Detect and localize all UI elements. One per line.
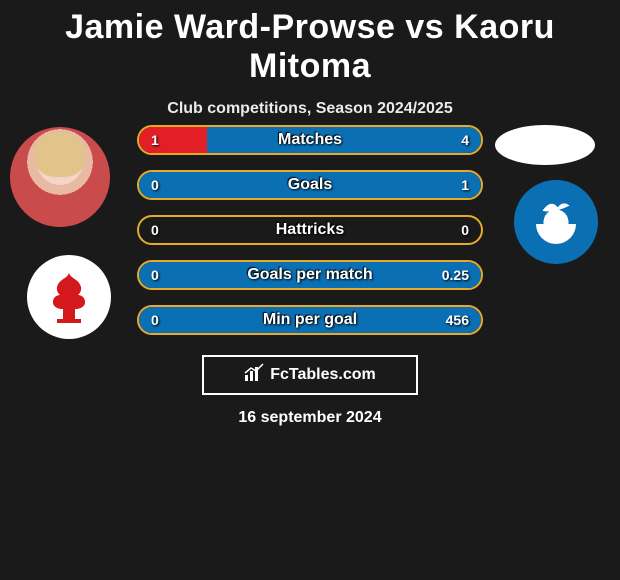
- comparison-card: Jamie Ward-Prowse vs Kaoru Mitoma Club c…: [0, 0, 620, 580]
- stat-value-right: 1: [461, 177, 469, 193]
- stat-row: 1 Matches 4: [137, 125, 483, 155]
- brand-badge[interactable]: FcTables.com: [202, 355, 418, 395]
- stat-value-right: 0.25: [442, 267, 469, 283]
- stat-row: 0 Hattricks 0: [137, 215, 483, 245]
- player-right-avatar: [495, 125, 595, 165]
- stat-label: Min per goal: [263, 311, 357, 329]
- stat-value-left: 0: [151, 267, 159, 283]
- stat-label: Goals: [288, 176, 332, 194]
- stat-bars: 1 Matches 4 0 Goals 1 0 Hattricks 0 0 Goals per ma…: [137, 125, 483, 350]
- club-left-crest: [27, 255, 111, 339]
- stat-label: Matches: [278, 131, 342, 149]
- stat-row: 0 Goals per match 0.25: [137, 260, 483, 290]
- seagull-icon: [539, 192, 573, 226]
- bar-fill-right: [207, 127, 481, 153]
- forest-tree-icon: [39, 267, 99, 327]
- bar-fill-left: [139, 127, 207, 153]
- stat-value-left: 0: [151, 222, 159, 238]
- club-right-crest: [514, 180, 598, 264]
- date-stamp: 16 september 2024: [0, 409, 620, 427]
- page-subtitle: Club competitions, Season 2024/2025: [0, 100, 620, 118]
- stat-value-left: 0: [151, 312, 159, 328]
- stat-value-right: 4: [461, 132, 469, 148]
- stat-value-left: 1: [151, 132, 159, 148]
- stat-value-right: 0: [461, 222, 469, 238]
- player-left-avatar: [10, 127, 110, 227]
- stat-row: 0 Goals 1: [137, 170, 483, 200]
- stat-value-left: 0: [151, 177, 159, 193]
- stat-value-right: 456: [446, 312, 469, 328]
- stat-label: Goals per match: [247, 266, 372, 284]
- brand-text: FcTables.com: [270, 366, 376, 384]
- page-title: Jamie Ward-Prowse vs Kaoru Mitoma: [0, 0, 620, 86]
- stat-label: Hattricks: [276, 221, 344, 239]
- chart-icon: [244, 363, 264, 388]
- stat-row: 0 Min per goal 456: [137, 305, 483, 335]
